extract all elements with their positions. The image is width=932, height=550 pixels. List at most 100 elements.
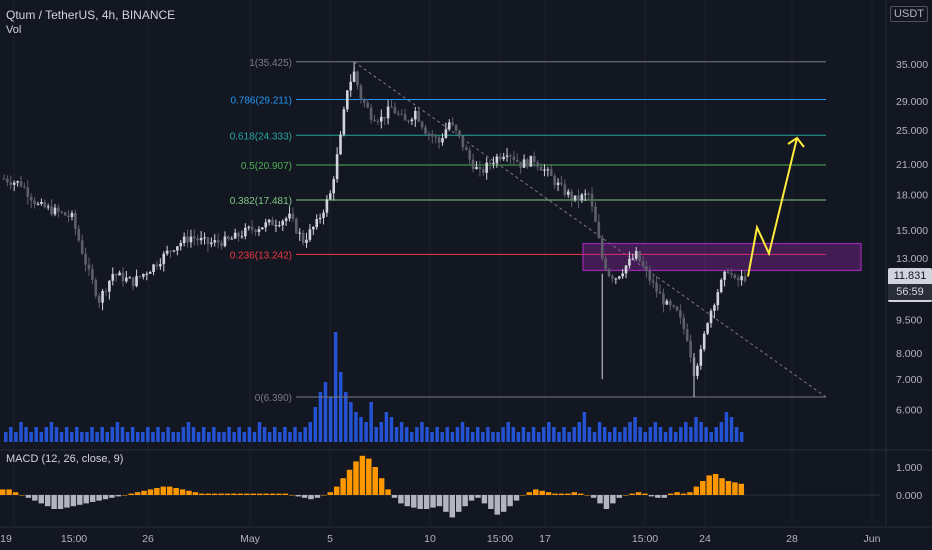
macd-histogram-bar [661,495,667,498]
macd-indicator-label[interactable]: MACD (12, 26, close, 9) [6,453,124,465]
candle-body [498,156,502,160]
volume-bar [207,432,211,442]
macd-histogram-bar [597,495,603,504]
fibonacci-levels[interactable]: 1(35.425) 0.786(29.211) 0.618(24.333) 0.5(2… [230,58,826,404]
volume-bars [4,332,744,442]
candle-body [159,264,162,267]
volume-bar [323,382,328,442]
candle-body [271,219,274,226]
macd-histogram-bar [436,495,443,507]
candle-body [2,178,6,180]
candle-body [227,236,230,240]
macd-histogram-bar [700,481,706,495]
macd-histogram-bar [314,495,321,498]
volume-bar [430,432,434,442]
volume-bar [526,432,531,442]
candle-body [179,243,183,247]
candle-body [12,182,16,185]
macd-axis[interactable]: 1.000 0.000 [0,449,932,502]
candle-body [468,150,471,160]
volume-bar [547,422,551,442]
candle-body [373,119,376,122]
volume-bar [719,422,724,442]
candle-body [424,127,427,134]
candle-body [383,116,386,119]
candle-body [74,212,77,229]
currency-badge[interactable]: USDT [890,6,928,22]
volume-bar [191,427,196,442]
macd-histogram-bar [404,495,411,507]
candle-body [250,226,254,230]
macd-tick-label: 1.000 [896,462,922,474]
macd-histogram-bar [70,495,77,507]
volume-bar [481,432,485,442]
volume-bar [531,427,536,442]
macd-histogram-bar [38,495,44,504]
candle-body [444,129,448,138]
candle-body [114,274,118,276]
candle-body [176,246,179,251]
candle-body [509,155,512,157]
candle-body [67,215,70,218]
candle-body [726,271,730,274]
candle-body [641,261,645,267]
candle-body [29,196,33,201]
candle-body [702,333,706,350]
candle-body [335,154,339,180]
volume-bar [196,432,201,442]
candle-body [696,365,699,376]
candle-body [573,195,577,200]
time-tick-label: 26 [142,533,154,545]
candle-body [407,120,410,122]
candle-body [583,193,587,195]
volume-bar [516,432,521,442]
macd-histogram-bar [295,495,301,497]
candle-body [9,182,13,185]
fib-level-label: 1(35.425) [249,58,292,69]
projection-path [747,137,798,277]
symbol-title[interactable]: Qtum / TetherUS, 4h, BINANCE [6,8,176,22]
macd-histogram-bar [674,492,680,495]
candle-body [128,277,132,279]
volume-bar [267,432,272,442]
volume-bar [506,422,510,442]
macd-histogram-bar [430,495,436,508]
volume-bar [562,427,566,442]
candle-body [322,212,325,218]
projection-arrow[interactable] [747,136,805,277]
time-tick-label: 15:00 [487,533,513,545]
candle-body [33,200,36,205]
candle-body [600,238,604,259]
time-axis[interactable]: 19 15:00 26 May 5 10 15:00 17 15:00 24 28 Jun [0,526,932,545]
volume-bar [110,427,115,442]
trend-line[interactable] [353,61,827,398]
fib-level-label: 0.236(13.242) [230,250,292,261]
price-tick-label: 18.000 [896,189,928,201]
grid-lines [13,0,873,525]
volume-indicator-label[interactable]: Vol [6,24,22,36]
volume-bar [440,432,444,442]
candle-body [733,274,737,278]
macd-histogram-bar [680,493,687,495]
volume-bar [247,427,252,442]
macd-histogram-bar [481,495,488,504]
candle-body [396,113,400,115]
candle-body [566,191,570,195]
volume-bar [694,417,698,442]
candle-body [261,227,264,230]
candle-body [220,242,223,247]
volume-bar [4,432,8,442]
macd-histogram-bar [584,495,590,496]
candle-body [339,134,342,155]
volume-bar [633,417,637,442]
candle-body [196,238,200,241]
candle-body [427,133,431,135]
price-axis[interactable]: 35.000 29.000 25.000 21.000 18.000 15.000 13.0… [885,0,928,525]
volume-bar [44,427,49,442]
time-tick-label: 10 [424,533,436,545]
supply-zone-box[interactable] [582,242,862,272]
candle-body [522,159,526,168]
macd-histogram-bar [494,495,500,515]
candle-body [203,237,206,239]
